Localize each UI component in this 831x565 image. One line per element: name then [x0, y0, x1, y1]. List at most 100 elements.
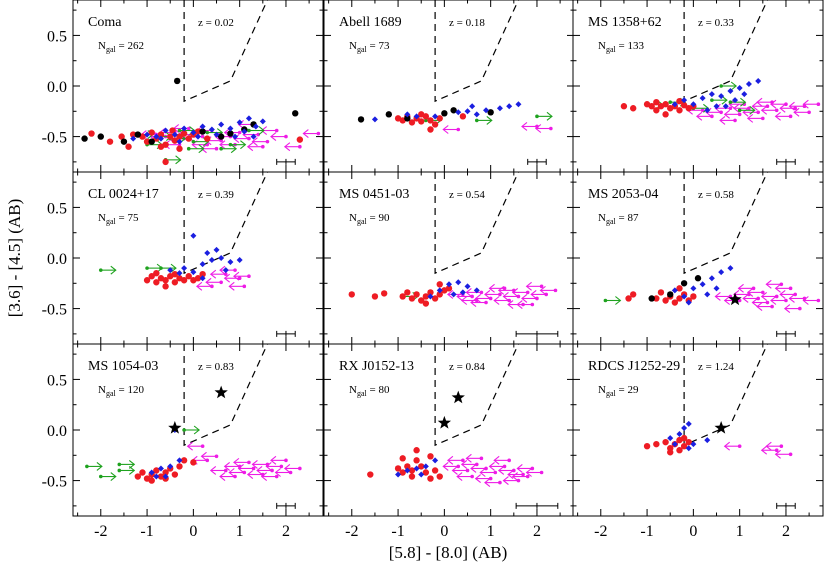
- data-point: [708, 91, 715, 98]
- star-marker: [451, 390, 465, 404]
- upper-limit-arrow: [516, 300, 535, 309]
- data-point: [153, 467, 160, 474]
- data-point: [399, 293, 406, 300]
- upper-limit-arrow: [788, 294, 807, 303]
- data-point: [185, 135, 192, 142]
- upper-limit-arrow: [237, 464, 256, 473]
- upper-limit-arrow: [723, 441, 742, 451]
- data-point: [662, 438, 669, 446]
- lower-limit-arrow: [159, 263, 177, 273]
- x-tick-label: 2: [282, 523, 290, 540]
- data-point: [713, 103, 720, 110]
- plot-area: [367, 344, 559, 509]
- data-point: [418, 111, 425, 118]
- data-point: [431, 121, 439, 128]
- upper-limit-arrow: [488, 461, 507, 471]
- data-point: [727, 265, 734, 272]
- data-point: [157, 465, 164, 472]
- data-point: [227, 130, 234, 137]
- x-tick-label: 1: [236, 523, 244, 540]
- panel-title: MS 1054-03: [88, 359, 158, 374]
- upper-limit-arrow: [465, 287, 484, 297]
- data-point: [704, 437, 711, 444]
- data-point: [431, 295, 439, 302]
- data-point: [252, 123, 259, 130]
- data-point: [657, 289, 665, 296]
- data-point: [708, 275, 715, 282]
- panel-6: MS 1054-03 z = 0.83 Ngal = 120: [72, 343, 324, 517]
- data-point: [685, 438, 692, 446]
- upper-limit-arrow: [521, 122, 539, 131]
- data-point: [171, 131, 178, 138]
- data-point: [120, 138, 128, 145]
- data-point: [676, 431, 683, 438]
- data-point: [181, 265, 188, 272]
- data-point: [218, 121, 225, 128]
- data-point: [685, 299, 692, 306]
- y-tick-label: -0.5: [42, 474, 67, 491]
- data-point: [469, 103, 476, 110]
- data-point: [167, 267, 174, 274]
- data-point: [455, 279, 462, 286]
- data-point: [422, 463, 429, 470]
- data-point: [213, 131, 220, 138]
- agn-wedge: [183, 172, 268, 275]
- upper-limit-arrow: [774, 111, 793, 121]
- data-point: [180, 277, 188, 284]
- upper-limit-arrow: [484, 289, 502, 299]
- data-point: [427, 293, 434, 300]
- star-marker: [168, 420, 182, 434]
- data-point: [690, 101, 697, 108]
- upper-limit-arrow: [696, 111, 714, 121]
- upper-limit-arrow: [474, 474, 493, 483]
- upper-limit-arrow: [719, 115, 737, 125]
- data-point: [671, 101, 678, 108]
- error-bar: [276, 158, 296, 165]
- data-point: [680, 280, 688, 287]
- data-point: [408, 467, 416, 474]
- panel-ngal: Ngal = 133: [598, 40, 644, 54]
- upper-limit-arrow: [516, 464, 535, 473]
- upper-limit-arrow: [219, 472, 237, 481]
- data-point: [418, 471, 425, 478]
- x-tick-label: -1: [640, 523, 653, 540]
- data-point: [662, 297, 669, 304]
- plot-area: [357, 0, 553, 165]
- data-point: [413, 113, 420, 120]
- upper-limit-arrow: [779, 289, 798, 299]
- lower-limit-arrow: [182, 425, 200, 435]
- data-point: [506, 103, 513, 110]
- upper-limit-arrow: [737, 283, 756, 293]
- panel-redshift: z = 0.39: [198, 189, 234, 201]
- upper-limit-arrow: [233, 457, 251, 467]
- data-point: [399, 469, 406, 476]
- upper-limit-arrow: [493, 296, 511, 305]
- upper-limit-arrow: [447, 455, 465, 465]
- data-point: [171, 270, 179, 278]
- error-bar: [515, 330, 559, 337]
- panel-redshift: z = 0.54: [449, 189, 485, 201]
- upper-limit-arrow: [233, 134, 251, 144]
- data-point: [385, 111, 393, 118]
- data-point: [431, 467, 439, 474]
- error-bar: [515, 502, 559, 509]
- agn-wedge: [434, 0, 519, 103]
- data-point: [176, 138, 183, 145]
- data-point: [699, 281, 706, 288]
- data-point: [643, 442, 651, 450]
- data-point: [153, 133, 160, 140]
- data-point: [194, 275, 202, 282]
- x-tick-label: -2: [345, 523, 358, 540]
- lower-limit-arrow: [247, 126, 265, 135]
- upper-limit-arrow: [256, 466, 274, 475]
- data-point: [245, 115, 252, 122]
- lower-limit-arrow: [737, 105, 756, 115]
- upper-limit-arrow: [525, 468, 544, 477]
- data-point: [367, 471, 374, 478]
- upper-limit-arrow: [751, 298, 770, 307]
- data-point: [371, 116, 378, 123]
- agn-wedge: [683, 172, 768, 275]
- data-point: [208, 257, 215, 264]
- data-point: [199, 123, 206, 130]
- data-point: [404, 467, 411, 474]
